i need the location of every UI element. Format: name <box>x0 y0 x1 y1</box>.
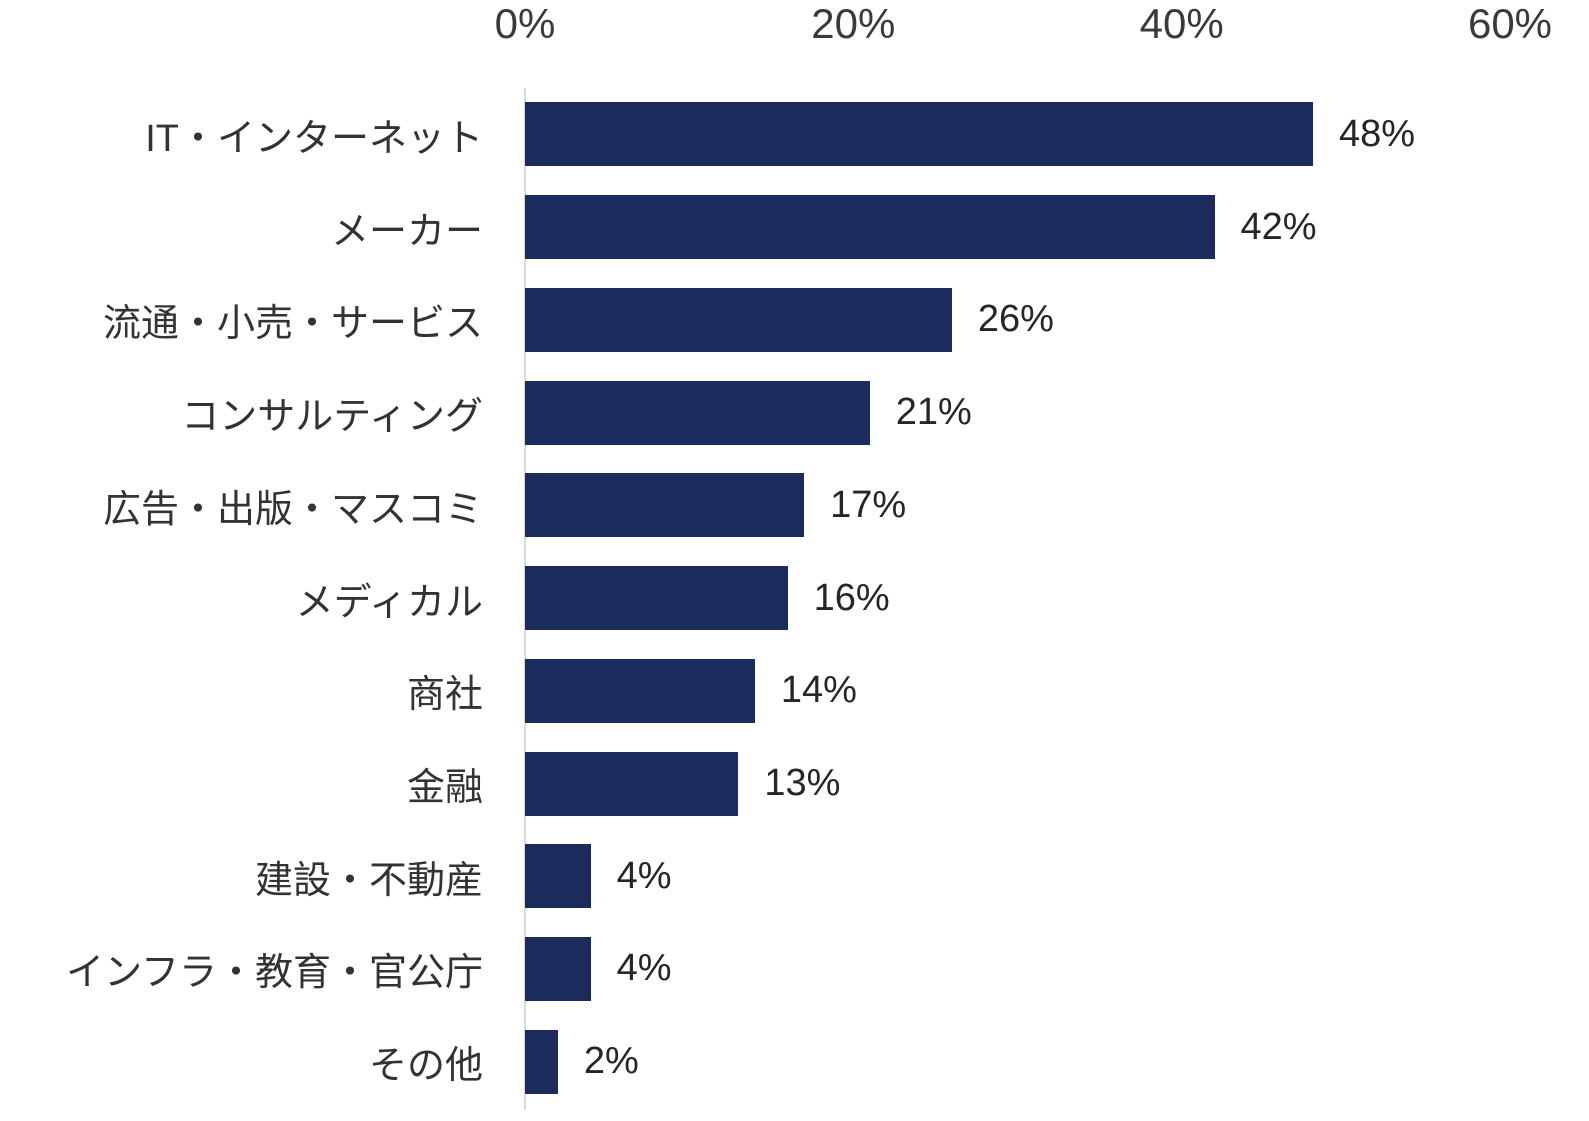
bar-track: 13% <box>525 751 1510 816</box>
x-tick-label: 0% <box>494 0 556 47</box>
bar-track: 21% <box>525 380 1510 445</box>
x-tick-label: 60% <box>1467 0 1553 47</box>
category-label: メディカル <box>295 581 483 624</box>
bar-track: 48% <box>525 102 1510 167</box>
bar-row: メーカー 42% <box>0 181 1589 274</box>
bar-track: 4% <box>525 936 1510 1001</box>
bar <box>525 1029 558 1094</box>
bar <box>525 566 788 631</box>
bar-track: 16% <box>525 566 1510 631</box>
bar-track: 14% <box>525 658 1510 723</box>
value-label: 16% <box>813 576 890 619</box>
bar <box>525 473 805 538</box>
x-tick-label: 40% <box>1139 0 1224 47</box>
bar-track: 26% <box>525 287 1510 352</box>
bar <box>525 751 739 816</box>
bar <box>525 102 1313 167</box>
bar-row: IT・インターネット 48% <box>0 88 1589 181</box>
bar <box>525 844 591 909</box>
bar-row: 広告・出版・マスコミ 17% <box>0 459 1589 552</box>
x-tick-label: 20% <box>811 0 896 47</box>
value-label: 42% <box>1240 205 1317 248</box>
bar-row: その他 2% <box>0 1015 1589 1108</box>
bar <box>525 658 755 723</box>
category-label: 建設・不動産 <box>254 859 483 902</box>
category-label: 金融 <box>406 767 483 809</box>
bar <box>525 936 591 1001</box>
bar <box>525 287 952 352</box>
category-label: インフラ・教育・官公庁 <box>66 952 483 995</box>
x-axis-ticks: 0% 20% 40% 60% <box>495 0 1552 50</box>
bar-row: コンサルティング 21% <box>0 366 1589 459</box>
value-label: 14% <box>780 669 857 712</box>
bar-track: 2% <box>525 1029 1510 1094</box>
category-label: コンサルティング <box>181 396 483 439</box>
category-label: 商社 <box>406 674 483 717</box>
bar-rows: IT・インターネット 48% メーカー 42% 流通・小売・サービス 26% コンサルティン… <box>0 88 1589 1108</box>
bar-row: メディカル 16% <box>0 552 1589 645</box>
bar-track: 4% <box>525 844 1510 909</box>
value-label: 2% <box>583 1040 639 1083</box>
value-label: 21% <box>895 391 972 434</box>
value-label: 13% <box>764 762 841 804</box>
value-label: 4% <box>616 947 672 990</box>
value-label: 17% <box>830 483 907 526</box>
bar-row: 商社 14% <box>0 644 1589 737</box>
bar-track: 42% <box>525 195 1510 260</box>
category-label: IT・インターネット <box>145 117 483 160</box>
bar-track: 17% <box>525 473 1510 538</box>
bar <box>525 380 870 445</box>
bar-row: インフラ・教育・官公庁 4% <box>0 923 1589 1016</box>
category-label: 広告・出版・マスコミ <box>102 488 483 531</box>
bar-row: 建設・不動産 4% <box>0 830 1589 923</box>
value-label: 4% <box>616 854 672 897</box>
bar-row: 金融 13% <box>0 737 1589 830</box>
value-label: 26% <box>977 298 1054 341</box>
category-label: その他 <box>368 1045 483 1088</box>
category-label: 流通・小売・サービス <box>102 303 483 346</box>
bar <box>525 195 1215 260</box>
value-label: 48% <box>1339 112 1416 155</box>
bar-row: 流通・小売・サービス 26% <box>0 273 1589 366</box>
category-label: メーカー <box>330 210 483 253</box>
